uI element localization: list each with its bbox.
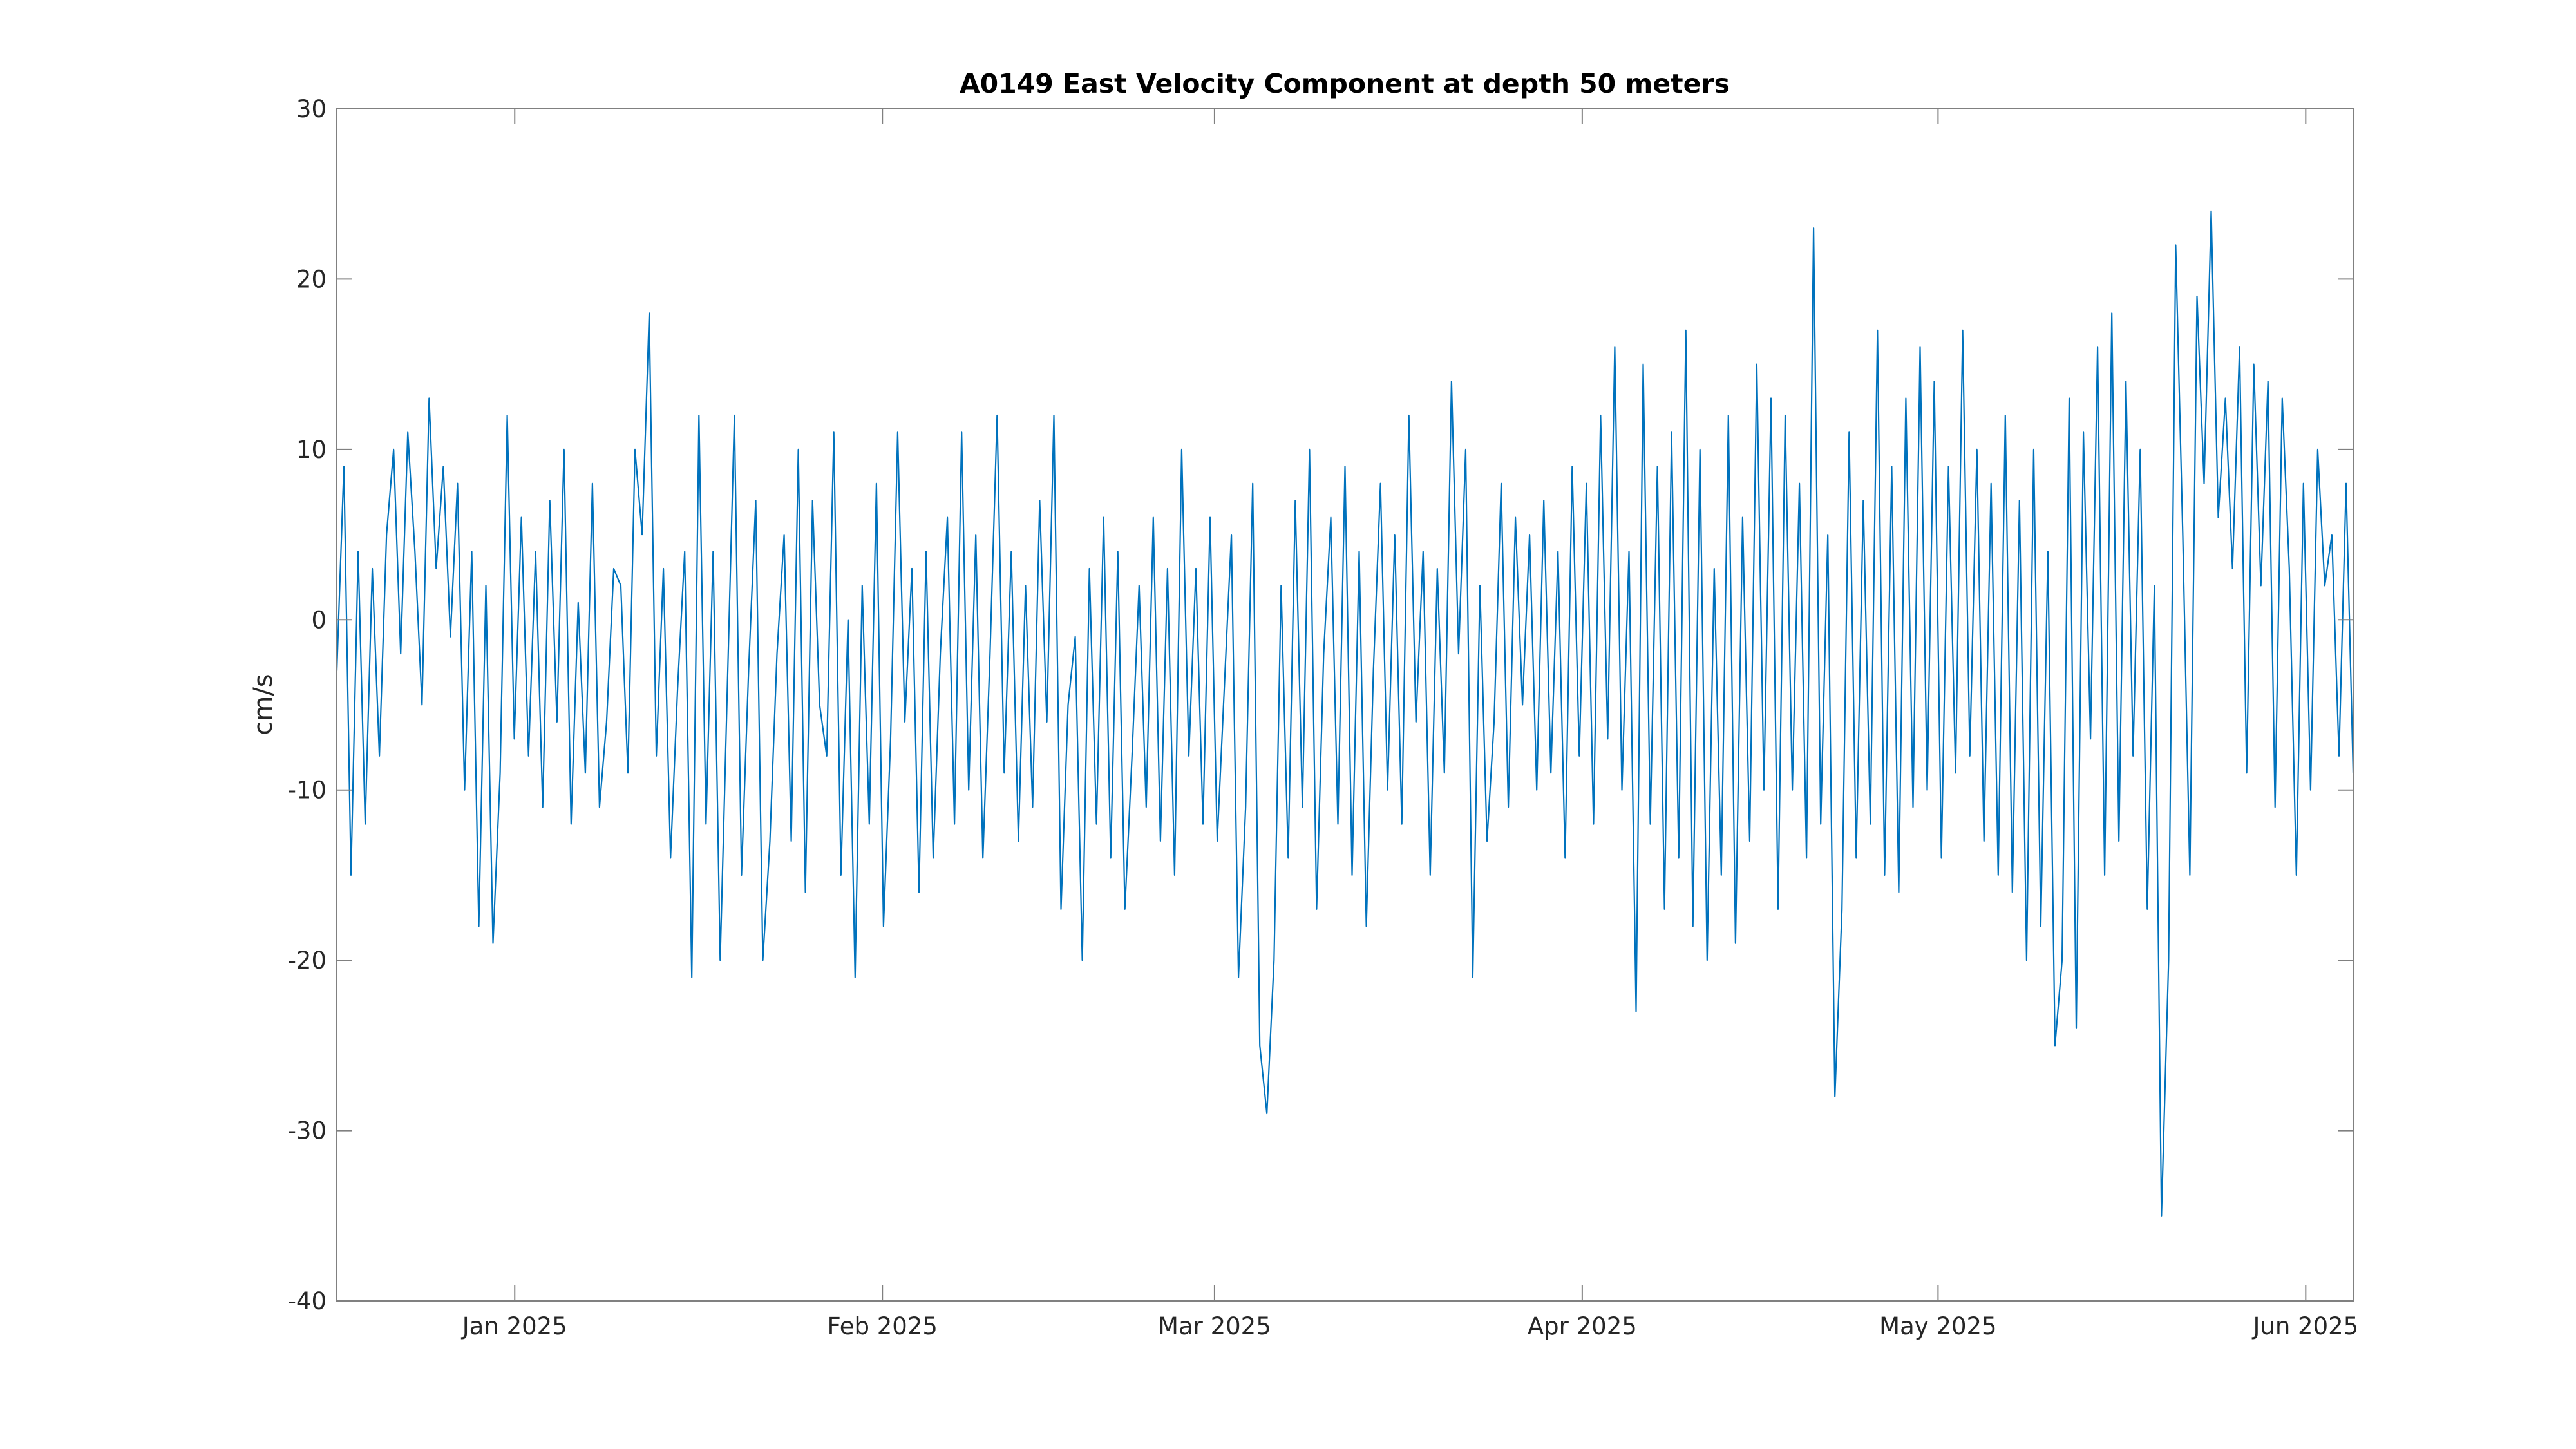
x-tick-label: Feb 2025 [827,1312,937,1340]
x-tick-label: Jun 2025 [2251,1312,2358,1340]
plot-area [337,109,2353,1301]
y-tick-label: 20 [296,265,327,293]
y-tick-label: -10 [288,777,327,804]
y-tick-label: -30 [288,1117,327,1145]
x-tick-label: Mar 2025 [1158,1312,1271,1340]
series-line-0 [336,210,2354,1217]
x-tick-label: Apr 2025 [1528,1312,1637,1340]
series-layer [336,210,2354,1217]
x-tick-label: Jan 2025 [461,1312,567,1340]
chart-title: A0149 East Velocity Component at depth 5… [960,68,1730,99]
y-axis: -40 -30 -20 -10 0 10 20 30 [288,95,2353,1315]
plot-frame [336,108,2354,1302]
y-tick-label: 30 [296,95,327,123]
y-tick-label: 0 [311,606,327,634]
x-tick-label: May 2025 [1879,1312,1996,1340]
x-axis: Jan 2025 Feb 2025 Mar 2025 Apr 2025 May 2025… [461,109,2358,1340]
y-tick-label: -20 [288,947,327,974]
y-tick-label: 10 [296,436,327,464]
y-axis-label: cm/s [249,674,278,735]
y-tick-label: -40 [288,1287,327,1315]
